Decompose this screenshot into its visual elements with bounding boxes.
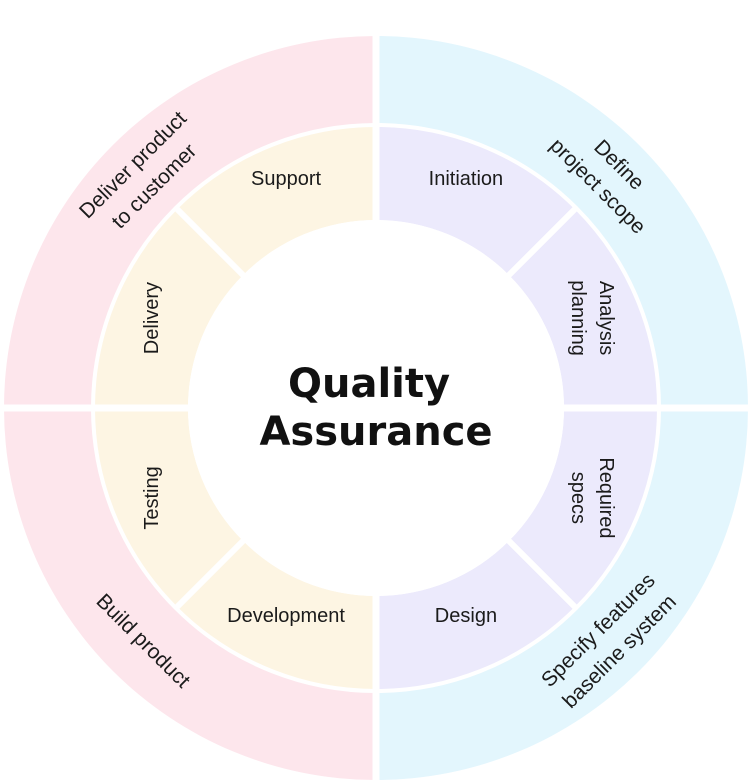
- inner-label-required-specs-line-2: specs: [567, 472, 589, 524]
- inner-label-initiation-line-1: Initiation: [429, 168, 504, 190]
- center-title: Quality Assurance: [259, 361, 492, 455]
- inner-label-delivery-line-1: Delivery: [141, 282, 163, 354]
- inner-label-delivery: Delivery: [141, 282, 163, 354]
- segment-separator: [173, 205, 247, 279]
- segment-separator: [173, 537, 247, 611]
- inner-segment-analysis-planning: [508, 207, 659, 408]
- segment-separator: [505, 205, 579, 279]
- outer-ring: [4, 36, 748, 780]
- inner-label-analysis-planning-line-1: Analysis: [595, 281, 617, 355]
- inner-ring: [93, 125, 659, 691]
- center-disc: [188, 220, 564, 596]
- inner-label-development: Development: [227, 605, 345, 627]
- inner-label-design-line-1: Design: [435, 605, 497, 627]
- ring-divider: [91, 123, 661, 693]
- inner-segment-required-specs: [508, 408, 659, 609]
- inner-segment-development: [175, 540, 376, 691]
- outer-segment-build-product: [4, 408, 376, 780]
- segment-separator: [505, 537, 579, 611]
- outer-segment-specify-features-baseline-system: [376, 408, 748, 780]
- ring-separators: [2, 34, 750, 781]
- inner-label-testing: Testing: [141, 466, 163, 529]
- inner-label-initiation: Initiation: [429, 168, 504, 190]
- inner-label-analysis-planning-line-2: planning: [567, 280, 589, 356]
- inner-segment-delivery: [93, 207, 244, 408]
- center-title-line-1: Quality: [288, 361, 450, 407]
- inner-label-analysis-planning: Analysis planning: [567, 280, 617, 356]
- outer-segment-define-project-scope: [376, 36, 748, 408]
- inner-segment-testing: [93, 408, 244, 609]
- inner-segment-support: [175, 125, 376, 276]
- inner-label-support-line-1: Support: [251, 168, 321, 190]
- inner-segment-design: [376, 540, 577, 691]
- inner-label-development-line-1: Development: [227, 605, 345, 627]
- inner-label-support: Support: [251, 168, 321, 190]
- inner-label-testing-line-1: Testing: [141, 466, 163, 529]
- center-title-line-2: Assurance: [259, 409, 492, 455]
- outer-segment-deliver-product-to-customer: [4, 36, 376, 408]
- inner-segment-initiation: [376, 125, 577, 276]
- inner-label-design: Design: [435, 605, 497, 627]
- inner-label-required-specs-line-1: Required: [595, 457, 617, 538]
- inner-label-required-specs: Required specs: [567, 457, 617, 538]
